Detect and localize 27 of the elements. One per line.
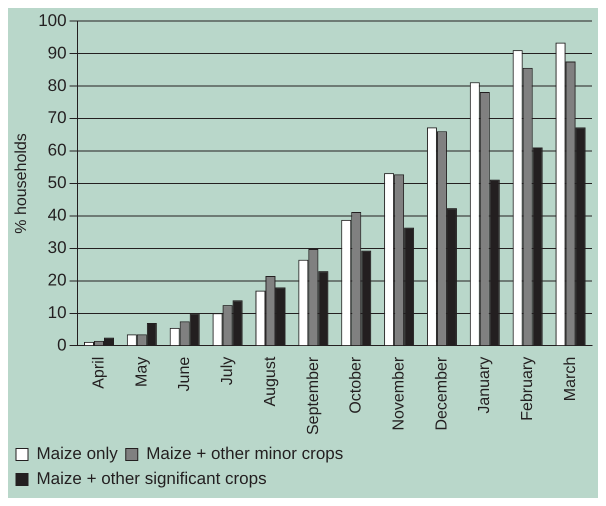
- x-tick-label: October: [348, 356, 365, 414]
- y-tick-label: 90: [48, 43, 67, 62]
- x-tick-label: December: [433, 356, 450, 431]
- y-tick-label: 40: [48, 206, 67, 225]
- x-tick-label: March: [562, 356, 579, 402]
- y-tick-label: 10: [48, 302, 67, 322]
- x-tick-label: June: [176, 356, 194, 392]
- legend-label: Maize only: [36, 444, 118, 464]
- x-tick-label: January: [476, 356, 494, 414]
- legend-label: Maize + other minor crops: [146, 444, 344, 464]
- y-tick-label: 70: [48, 108, 67, 128]
- y-tick-label: 80: [48, 76, 67, 95]
- x-tick-label: February: [519, 356, 536, 421]
- x-tick-label: May: [133, 356, 150, 387]
- x-tick-label: November: [390, 356, 408, 431]
- x-tick-label: September: [304, 356, 322, 435]
- y-tick-label: 30: [48, 238, 67, 258]
- x-tick-label: April: [90, 356, 108, 389]
- y-tick-label: 0: [57, 335, 67, 354]
- x-tick-label: July: [219, 356, 236, 386]
- legend-label: Maize + other significant crops: [36, 469, 267, 488]
- y-tick-label: 20: [48, 270, 67, 290]
- y-tick-label: 100: [38, 10, 67, 30]
- y-axis-title: % households: [13, 133, 30, 234]
- y-tick-label: 50: [48, 173, 67, 192]
- x-tick-label: August: [262, 356, 279, 407]
- y-tick-label: 60: [48, 140, 67, 160]
